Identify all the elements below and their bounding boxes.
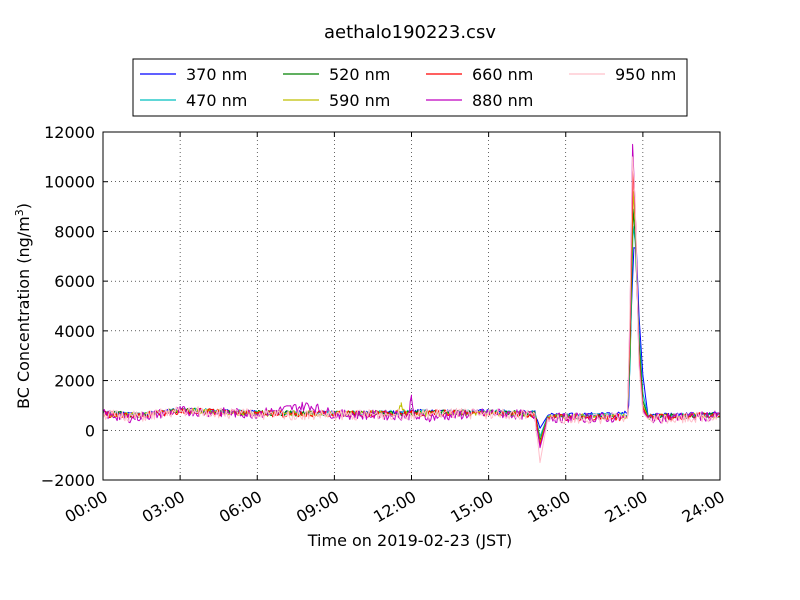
y-tick-label: 2000 xyxy=(54,372,95,391)
legend-label: 880 nm xyxy=(472,91,533,110)
x-tick-label: 03:00 xyxy=(139,487,188,527)
y-tick-label: 0 xyxy=(85,421,95,440)
series-line-950-nm xyxy=(102,156,721,464)
legend-frame xyxy=(132,58,688,117)
y-tick-label: 12000 xyxy=(44,123,95,142)
y-axis-label-main: BC Concentration (ng/m xyxy=(14,216,33,409)
y-tick-label: 6000 xyxy=(54,272,95,291)
y-axis-label-superscript: 3 xyxy=(13,209,26,216)
series-lines xyxy=(102,143,721,464)
x-tick-label: 24:00 xyxy=(679,487,728,527)
y-axis-label: BC Concentration (ng/m3) xyxy=(13,203,33,409)
legend-label: 520 nm xyxy=(329,65,390,84)
y-axis-label-close: ) xyxy=(14,203,33,209)
legend-entries: 370 nm 470 nm 520 nm 590 nm 660 nm 880 nm 950 … xyxy=(140,65,676,110)
x-tick-label: 06:00 xyxy=(216,487,265,527)
y-tick-labels: 12000 10000 8000 6000 4000 2000 0 −2000 xyxy=(41,123,95,490)
y-tick-label: 10000 xyxy=(44,173,95,192)
chart-title: aethalo190223.csv xyxy=(324,22,496,43)
x-tick-label: 15:00 xyxy=(447,487,496,527)
x-tick-label: 18:00 xyxy=(524,487,573,527)
x-tick-label: 00:00 xyxy=(62,487,111,527)
legend-label: 660 nm xyxy=(472,65,533,84)
legend-label: 590 nm xyxy=(329,91,390,110)
axis-ticks xyxy=(102,131,721,481)
x-tick-label: 21:00 xyxy=(601,487,650,527)
x-axis-label: Time on 2019-02-23 (JST) xyxy=(307,531,512,550)
x-tick-label: 12:00 xyxy=(370,487,419,527)
x-tick-label: 09:00 xyxy=(293,487,342,527)
gridlines xyxy=(103,132,720,480)
y-tick-label: 4000 xyxy=(54,322,95,341)
x-tick-labels: 00:00 03:00 06:00 09:00 12:00 15:00 18:00 21:00… xyxy=(62,487,728,527)
y-tick-label: −2000 xyxy=(41,471,95,490)
y-tick-label: 8000 xyxy=(54,222,95,241)
legend-label: 370 nm xyxy=(186,65,247,84)
legend-label: 470 nm xyxy=(186,91,247,110)
legend-label: 950 nm xyxy=(615,65,676,84)
legend: 370 nm 470 nm 520 nm 590 nm 660 nm 880 nm 950 … xyxy=(132,58,688,117)
